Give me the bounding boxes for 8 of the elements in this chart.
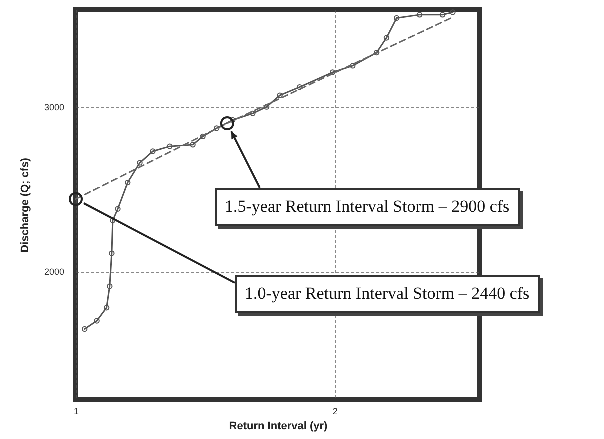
annotation: 1.5-year Return Interval Storm – 2900 cfs: [215, 188, 520, 226]
y-axis-title: Discharge (Q; cfs): [19, 158, 32, 253]
x-axis-title: Return Interval (yr): [229, 420, 328, 432]
x-tick-label: 2: [332, 406, 338, 416]
x-tick-label: 1: [74, 406, 80, 416]
y-tick-label: 3000: [44, 102, 64, 113]
annotation: 1.0-year Return Interval Storm – 2440 cfs: [235, 275, 540, 313]
y-tick-label: 2000: [44, 267, 64, 278]
